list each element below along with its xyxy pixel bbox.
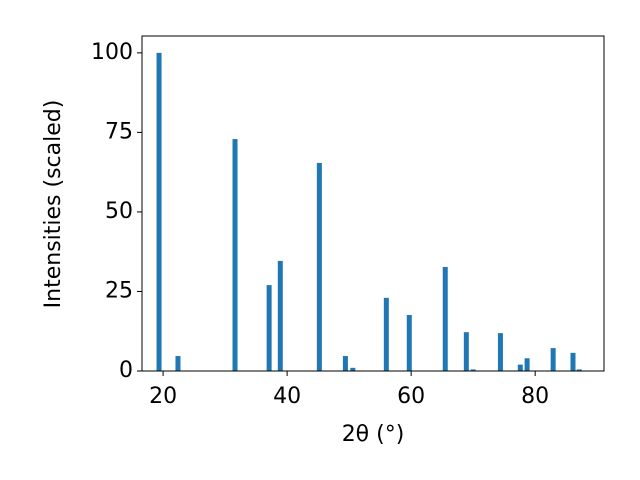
y-tick-label: 0 [119,358,133,383]
x-tick-label: 20 [149,384,177,409]
x-tick-label: 40 [273,384,301,409]
x-tick-label: 60 [397,384,425,409]
bar [383,297,389,371]
bar [277,260,283,371]
y-axis-label: Intensities (scaled) [41,100,66,309]
y-tick-label: 100 [91,40,133,65]
bar [524,358,530,371]
bar [350,367,356,371]
bar [576,369,582,371]
bar [470,369,476,371]
bar [266,285,272,371]
y-tick-label: 25 [105,278,133,303]
bar [570,352,576,371]
bar [316,162,322,371]
x-axis-label: 2θ (°) [342,422,405,447]
bar [342,356,348,371]
bar [550,348,556,371]
bar [497,333,503,371]
y-tick-label: 50 [105,199,133,224]
bar [517,364,523,371]
y-tick-label: 75 [105,119,133,144]
bar [232,139,238,371]
bar [175,356,181,371]
bar [463,332,469,371]
bar [442,266,448,371]
plot-frame [141,35,605,372]
x-tick-label: 80 [521,384,549,409]
bar [406,315,412,371]
bar [156,52,162,371]
